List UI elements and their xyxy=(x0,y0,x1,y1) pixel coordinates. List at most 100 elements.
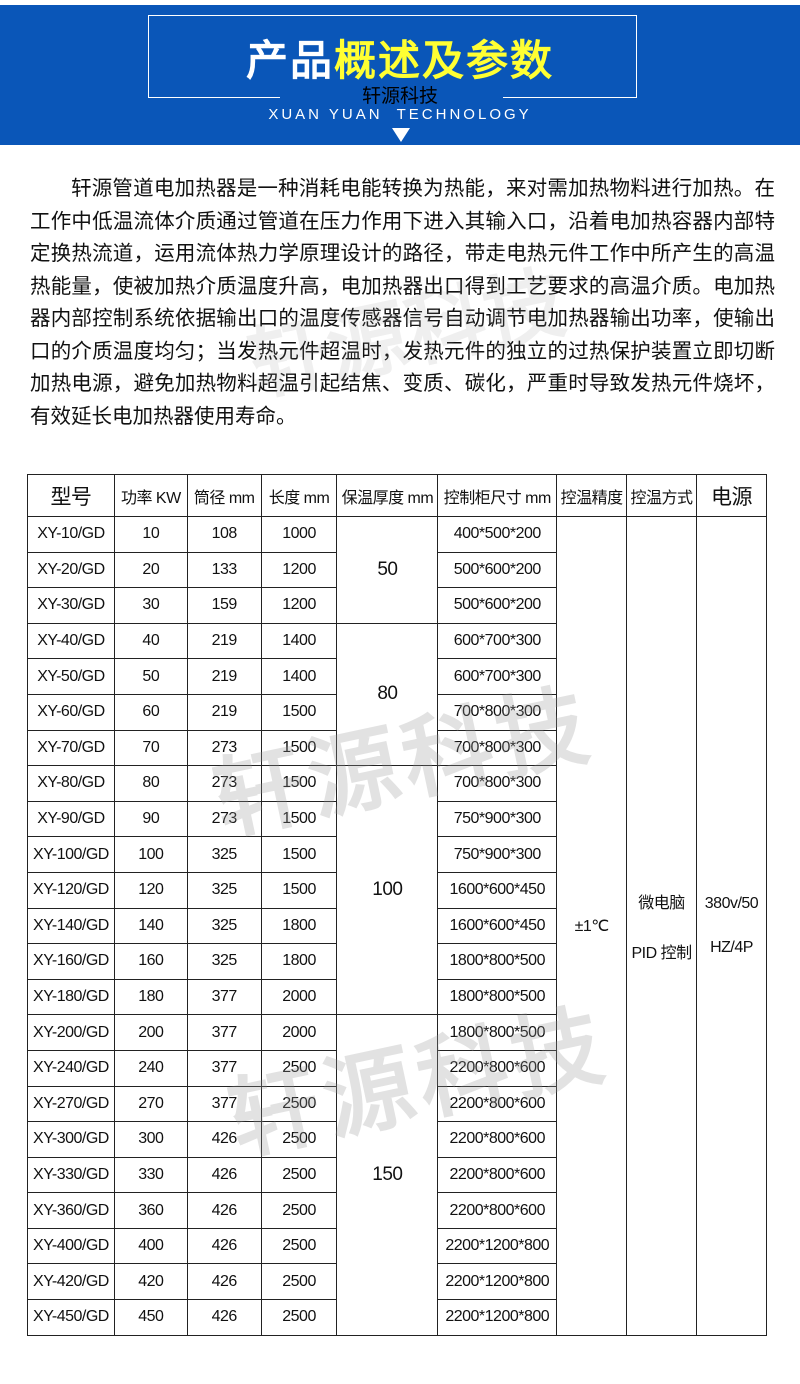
table-row: XY-100/GD 100 325 1500 750*900*300 xyxy=(27,836,767,873)
table-header: 型号 功率 KW 筒径 mm 长度 mm 保温厚度 mm 控制柜尺寸 mm 控温精度 控温方式… xyxy=(27,474,768,517)
table-cell: XY-20/GD xyxy=(27,551,115,589)
table-cell: 70 xyxy=(113,729,188,767)
table-cell: XY-50/GD xyxy=(27,658,115,695)
table-cell: 2000 xyxy=(260,978,338,1016)
table-cell: 1800*800*500 xyxy=(437,1014,558,1051)
table-cell: 1000 xyxy=(260,516,338,553)
power-line1: 380v/50 xyxy=(704,894,759,912)
control-line2: PID 控制 xyxy=(631,944,692,962)
table-row: XY-330/GD 330 426 2500 2200*800*600 xyxy=(27,1156,767,1194)
title-yellow: 概述及参数 xyxy=(334,36,555,85)
thickness-cell: 100 xyxy=(336,765,439,1016)
control-line1: 微电脑 xyxy=(638,894,685,912)
table-cell: XY-360/GD xyxy=(27,1192,115,1229)
table-row: XY-450/GD 450 426 2500 2200*1200*800 xyxy=(27,1299,767,1336)
table-cell: XY-420/GD xyxy=(27,1263,115,1301)
table-cell: 2500 xyxy=(260,1227,338,1265)
table-cell: 40 xyxy=(113,622,188,660)
table-cell: 1800 xyxy=(260,943,338,980)
title-frame xyxy=(148,15,637,97)
table-cell: XY-200/GD xyxy=(27,1014,115,1051)
table-cell: 750*900*300 xyxy=(437,800,558,838)
table-cell: 30 xyxy=(113,587,188,624)
table-cell: 450 xyxy=(113,1299,188,1336)
intro-paragraph: 轩源管道电加热器是一种消耗电能转换为热能，来对需加热物料进行加热。在工作中低温流… xyxy=(30,176,775,428)
column-header: 型号 xyxy=(27,474,115,517)
table-row: XY-200/GD 200 377 2000 150 1800*800*500 xyxy=(27,1014,767,1336)
table-cell: 140 xyxy=(113,907,188,945)
table-cell: 1800*800*500 xyxy=(437,978,558,1016)
table-cell: 426 xyxy=(186,1227,262,1265)
table-cell: 377 xyxy=(186,978,262,1016)
frame-line-right xyxy=(503,97,637,98)
thickness-cell: 150 xyxy=(336,1014,439,1336)
table-cell: 2200*800*600 xyxy=(437,1085,558,1123)
column-header: 保温厚度 mm xyxy=(336,474,439,517)
table-cell: XY-160/GD xyxy=(27,943,115,980)
table-cell: 1200 xyxy=(260,551,338,589)
table-cell: 325 xyxy=(186,871,262,909)
column-header: 电源 xyxy=(695,474,768,517)
table-cell: XY-120/GD xyxy=(27,871,115,909)
table-row: XY-360/GD 360 426 2500 2200*800*600 xyxy=(27,1192,767,1229)
table-cell: 160 xyxy=(113,943,188,980)
table-row: XY-120/GD 120 325 1500 1600*600*450 xyxy=(27,871,767,909)
table-cell: XY-330/GD xyxy=(27,1156,115,1194)
table-cell: 108 xyxy=(186,516,262,553)
table-cell: XY-90/GD xyxy=(27,800,115,838)
table-cell: 1600*600*450 xyxy=(437,907,558,945)
table-cell: 1500 xyxy=(260,693,338,731)
table-cell: 273 xyxy=(186,765,262,802)
table-cell: 2500 xyxy=(260,1156,338,1194)
table-row: XY-240/GD 240 377 2500 2200*800*600 xyxy=(27,1049,767,1087)
table-cell: 1500 xyxy=(260,836,338,873)
table-cell: 20 xyxy=(113,551,188,589)
table-cell: XY-80/GD xyxy=(27,765,115,802)
table-cell: 2500 xyxy=(260,1049,338,1087)
table-cell: 159 xyxy=(186,587,262,624)
page-title: 产品概述及参数 xyxy=(0,27,800,88)
table-cell: XY-400/GD xyxy=(27,1227,115,1265)
table-cell: 2500 xyxy=(260,1121,338,1158)
table-row: XY-60/GD 60 219 1500 700*800*300 xyxy=(27,693,767,731)
table-cell: 1400 xyxy=(260,622,338,660)
table-cell: XY-10/GD xyxy=(27,516,115,553)
table-cell: 1600*600*450 xyxy=(437,871,558,909)
table-cell: 2500 xyxy=(260,1192,338,1229)
table-cell: 360 xyxy=(113,1192,188,1229)
table-cell: XY-70/GD xyxy=(27,729,115,767)
table-cell: 1500 xyxy=(260,871,338,909)
table-cell: XY-140/GD xyxy=(27,907,115,945)
header-banner: 产品概述及参数 轩源科技 XUAN YUAN TECHNOLOGY xyxy=(0,5,800,145)
table-cell: 700*800*300 xyxy=(437,729,558,767)
table-row: XY-50/GD 50 219 1400 600*700*300 xyxy=(27,658,767,695)
table-cell: XY-100/GD xyxy=(27,836,115,873)
table-cell: 273 xyxy=(186,800,262,838)
table-cell: 426 xyxy=(186,1121,262,1158)
thickness-cell: 50 xyxy=(336,516,439,624)
table-cell: 1400 xyxy=(260,658,338,695)
table-cell: 273 xyxy=(186,729,262,767)
table-cell: 400 xyxy=(113,1227,188,1265)
column-header: 功率 KW xyxy=(113,474,188,517)
table-cell: 270 xyxy=(113,1085,188,1123)
title-white: 产品 xyxy=(245,36,334,85)
table-cell: 426 xyxy=(186,1299,262,1336)
table-cell: 330 xyxy=(113,1156,188,1194)
table-cell: 325 xyxy=(186,907,262,945)
table-cell: 60 xyxy=(113,693,188,731)
table-cell: 219 xyxy=(186,622,262,660)
table-cell: 100 xyxy=(113,836,188,873)
table-cell: 750*900*300 xyxy=(437,836,558,873)
table-cell: 1200 xyxy=(260,587,338,624)
brand-en: XUAN YUAN TECHNOLOGY xyxy=(268,106,532,123)
table-cell: XY-300/GD xyxy=(27,1121,115,1158)
table-row: XY-420/GD 420 426 2500 2200*1200*800 xyxy=(27,1263,767,1301)
table-cell: 50 xyxy=(113,658,188,695)
table-cell: 700*800*300 xyxy=(437,693,558,731)
table-cell: 325 xyxy=(186,836,262,873)
table-cell: 420 xyxy=(113,1263,188,1301)
table-cell: XY-40/GD xyxy=(27,622,115,660)
column-header: 控温精度 xyxy=(556,474,628,517)
table-cell: 700*800*300 xyxy=(437,765,558,802)
